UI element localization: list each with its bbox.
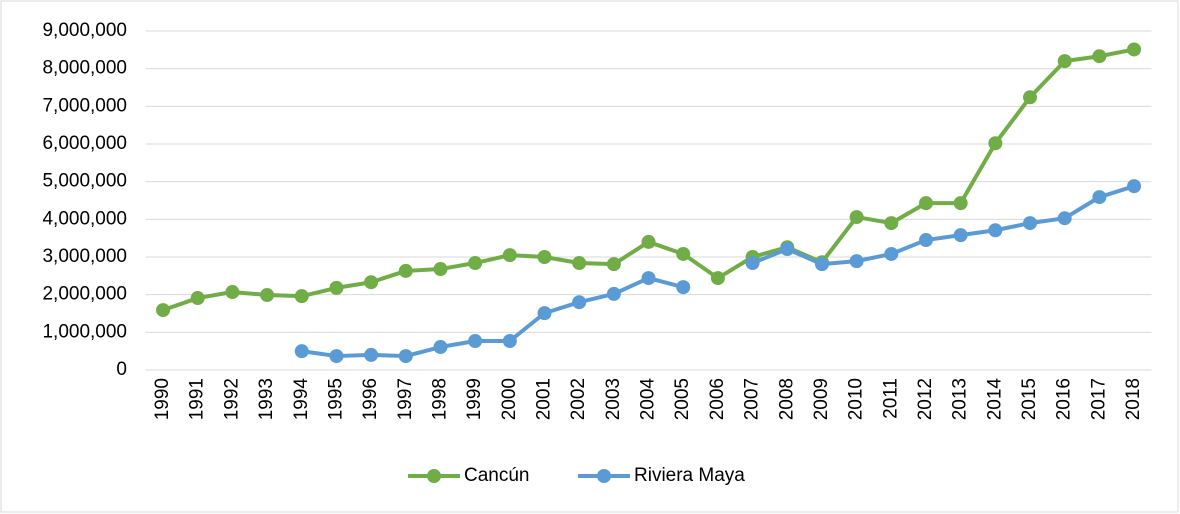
x-tick-label: 1994 <box>291 378 312 421</box>
y-tick-label: 9,000,000 <box>42 20 127 41</box>
x-tick-label: 2014 <box>984 378 1005 421</box>
data-point <box>606 286 621 301</box>
data-point <box>502 248 517 263</box>
data-point <box>710 271 725 286</box>
x-tick-label: 2011 <box>880 378 901 419</box>
data-point <box>849 210 864 225</box>
data-point <box>1127 179 1142 194</box>
data-point <box>572 256 587 271</box>
data-point <box>294 289 309 304</box>
y-tick-label: 5,000,000 <box>42 171 127 192</box>
x-tick-label: 2001 <box>534 378 555 420</box>
x-tick-label: 2015 <box>1019 378 1040 420</box>
x-tick-label: 1992 <box>221 378 242 420</box>
x-tick-label: 2013 <box>950 378 971 420</box>
x-tick-label: 2010 <box>846 378 867 420</box>
y-tick-label: 0 <box>116 359 127 380</box>
x-tick-label: 1996 <box>360 378 381 420</box>
data-point <box>1057 211 1072 226</box>
x-tick-label: 2018 <box>1123 378 1144 420</box>
data-point <box>260 288 275 303</box>
x-tick-label: 2003 <box>603 378 624 420</box>
data-point <box>398 263 413 278</box>
data-point <box>433 340 448 355</box>
x-tick-label: 2006 <box>707 378 728 420</box>
data-point <box>537 306 552 321</box>
data-point <box>676 280 691 295</box>
data-point <box>433 262 448 277</box>
data-point <box>364 275 379 290</box>
data-point <box>468 333 483 348</box>
y-tick-label: 6,000,000 <box>42 133 127 154</box>
x-tick-label: 2005 <box>672 378 693 420</box>
x-tick-label: 1998 <box>429 378 450 420</box>
x-tick-label: 2004 <box>638 378 659 421</box>
data-point <box>953 228 968 243</box>
data-point <box>156 303 171 318</box>
data-point <box>468 256 483 271</box>
y-tick-label: 7,000,000 <box>42 95 127 116</box>
data-point <box>814 257 829 272</box>
x-tick-label: 1999 <box>464 378 485 420</box>
data-point <box>1127 42 1142 57</box>
legend-marker <box>597 469 611 483</box>
data-point <box>1057 54 1072 69</box>
data-point <box>953 196 968 211</box>
legend-marker <box>427 469 441 483</box>
x-tick-label: 1997 <box>395 378 416 420</box>
data-point <box>537 250 552 264</box>
data-point <box>190 291 205 306</box>
data-point <box>606 257 621 272</box>
data-point <box>884 246 899 261</box>
data-point <box>641 271 656 286</box>
data-point <box>849 254 864 269</box>
data-point <box>884 216 899 231</box>
x-tick-label: 2000 <box>499 378 520 420</box>
legend-label: Riviera Maya <box>634 465 745 486</box>
data-point <box>225 285 240 300</box>
x-tick-label: 1990 <box>152 378 173 420</box>
x-tick-label: 1991 <box>187 378 208 420</box>
data-point <box>502 333 517 348</box>
data-point <box>294 344 309 359</box>
y-tick-label: 4,000,000 <box>42 208 127 229</box>
data-point <box>918 233 933 248</box>
y-tick-label: 3,000,000 <box>42 246 127 267</box>
data-point <box>918 196 933 211</box>
data-point <box>676 246 691 261</box>
legend-label: Cancún <box>464 465 530 486</box>
data-point <box>745 256 760 271</box>
x-tick-label: 2002 <box>568 378 589 420</box>
data-point <box>398 349 413 364</box>
data-point <box>1092 190 1107 205</box>
data-point <box>329 280 344 295</box>
x-tick-label: 1995 <box>325 378 346 420</box>
data-point <box>988 223 1003 238</box>
data-point <box>572 295 587 310</box>
x-tick-label: 2008 <box>776 378 797 420</box>
x-tick-label: 2009 <box>811 378 832 420</box>
y-tick-label: 2,000,000 <box>42 284 127 305</box>
data-point <box>1023 90 1038 105</box>
data-point <box>780 242 795 257</box>
x-tick-label: 2007 <box>742 378 763 420</box>
data-point <box>641 234 656 249</box>
data-point <box>364 347 379 362</box>
x-tick-label: 2012 <box>915 378 936 420</box>
x-tick-label: 2017 <box>1088 378 1109 420</box>
y-tick-label: 8,000,000 <box>42 58 127 79</box>
x-tick-label: 2016 <box>1054 378 1075 420</box>
data-point <box>1092 49 1107 64</box>
x-tick-label: 1993 <box>256 378 277 420</box>
data-point <box>988 136 1003 151</box>
data-point <box>329 349 344 364</box>
y-tick-label: 1,000,000 <box>42 321 127 342</box>
data-point <box>1023 216 1038 231</box>
